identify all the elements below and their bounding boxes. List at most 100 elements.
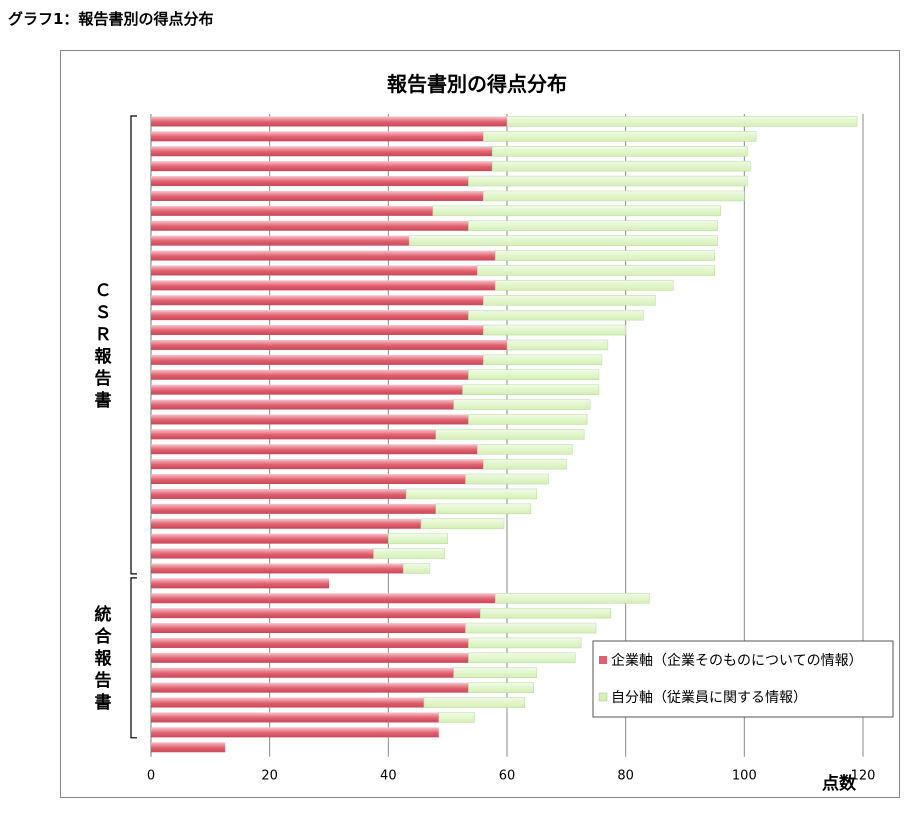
legend-box <box>592 640 894 718</box>
bar-series2-36 <box>468 637 582 649</box>
bar-series2-28 <box>420 518 505 529</box>
bar-series1-6 <box>151 190 484 201</box>
bar-series1-3 <box>151 146 493 157</box>
bar-series1-35 <box>151 623 466 634</box>
bar-series1-21 <box>151 414 469 425</box>
bar-series1-41 <box>151 712 439 723</box>
bar-series2-14 <box>468 309 644 321</box>
bar-series2-9 <box>408 235 718 246</box>
bar-series2-10 <box>494 250 715 261</box>
bar-series2-13 <box>483 295 656 306</box>
x-tick-label-40: 40 <box>380 769 397 784</box>
bar-series2-8 <box>468 220 718 231</box>
bar-series2-37 <box>468 652 576 664</box>
bar-series1-14 <box>151 310 469 321</box>
bar-series1-38 <box>151 667 454 678</box>
bar-series2-25 <box>465 473 549 485</box>
bar-series2-21 <box>468 414 588 425</box>
group-label-1: ＣＳＲ報告書 <box>95 281 113 411</box>
bar-series1-11 <box>151 265 478 276</box>
page-title: グラフ1：報告書別の得点分布 <box>8 10 214 28</box>
group-label-2: 統合報告書 <box>95 604 113 713</box>
bar-series1-5 <box>151 176 469 187</box>
chart-title: 報告書別の得点分布 <box>387 72 567 96</box>
bar-series2-33 <box>494 593 650 604</box>
bar-series2-11 <box>477 265 715 276</box>
bar-series1-29 <box>151 533 389 544</box>
bar-series1-39 <box>151 682 469 693</box>
bar-series1-15 <box>151 325 484 336</box>
group-bracket-1 <box>130 115 137 575</box>
bar-series1-30 <box>151 548 374 559</box>
x-tick-label-100: 100 <box>732 769 757 784</box>
bar-series2-22 <box>435 429 585 440</box>
x-tick-label-0: 0 <box>147 769 155 784</box>
bar-series2-20 <box>453 399 591 410</box>
bar-series1-9 <box>151 235 410 246</box>
bar-series2-41 <box>438 712 475 723</box>
legend-swatch-series-2 <box>598 692 608 702</box>
legend: 企業軸（企業そのものについての情報） 自分軸（従業員に関する情報） <box>592 640 894 718</box>
bar-series2-6 <box>483 190 745 202</box>
bar-series2-15 <box>483 324 626 336</box>
bar-series2-19 <box>462 384 600 395</box>
bar-series2-4 <box>491 160 751 172</box>
bar-series2-23 <box>477 444 573 455</box>
legend-label-series-2: 自分軸（従業員に関する情報） <box>611 690 807 706</box>
bar-series1-1 <box>151 116 507 127</box>
bar-series1-19 <box>151 384 463 395</box>
bar-series1-13 <box>151 295 484 306</box>
bar-series2-39 <box>468 682 534 693</box>
bar-series1-2 <box>151 131 484 142</box>
bar-series2-26 <box>405 488 537 500</box>
bar-series1-12 <box>151 280 496 291</box>
bar-series1-4 <box>151 161 493 172</box>
bar-series1-26 <box>151 488 407 499</box>
bar-series2-18 <box>468 369 600 380</box>
bar-series1-8 <box>151 220 469 231</box>
bar-series1-36 <box>151 637 469 648</box>
bar-series2-31 <box>402 563 431 574</box>
bar-series2-40 <box>423 697 526 708</box>
legend-swatch-series-1 <box>599 656 607 664</box>
x-axis-label: 点数 <box>822 773 857 794</box>
group-bracket-2 <box>130 577 137 739</box>
bar-series2-35 <box>465 622 597 634</box>
bar-series2-7 <box>432 205 721 217</box>
bar-series2-38 <box>453 667 537 678</box>
bar-series1-42 <box>151 727 439 738</box>
x-tick-label-20: 20 <box>261 769 278 784</box>
bar-series2-34 <box>480 607 612 619</box>
bar-series2-3 <box>491 146 748 157</box>
bar-series2-16 <box>506 339 609 351</box>
bar-series1-28 <box>151 518 421 529</box>
bar-series1-27 <box>151 503 436 514</box>
bar-series2-29 <box>388 533 448 544</box>
bar-series1-16 <box>151 339 507 350</box>
bar-series1-37 <box>151 652 469 663</box>
x-tick-label-80: 80 <box>617 769 634 784</box>
bar-series1-17 <box>151 354 484 365</box>
bar-series1-43 <box>151 742 226 753</box>
bar-series1-40 <box>151 697 424 708</box>
bar-series1-20 <box>151 399 454 410</box>
bar-series1-10 <box>151 250 496 261</box>
bar-series1-33 <box>151 593 496 604</box>
bar-series1-34 <box>151 608 481 619</box>
bar-series2-2 <box>483 131 757 142</box>
bar-series2-24 <box>483 458 567 470</box>
chart-frame: 報告書別の得点分布 0 20 40 60 80 100 120 ＣＳＲ報告書 統合報告書 点数… <box>60 50 900 798</box>
bar-series1-25 <box>151 474 466 485</box>
bar-series2-17 <box>483 354 603 366</box>
bar-series1-32 <box>151 578 329 589</box>
legend-label-series-1: 企業軸（企業そのものについての情報） <box>611 652 863 669</box>
bar-series2-27 <box>435 503 531 515</box>
x-tick-label-60: 60 <box>499 769 516 784</box>
bar-series1-24 <box>151 459 484 470</box>
bar-series1-18 <box>151 369 469 380</box>
bar-series1-7 <box>151 205 433 216</box>
bar-series2-12 <box>494 280 674 291</box>
bar-series1-22 <box>151 429 436 440</box>
bar-series2-30 <box>373 548 445 559</box>
